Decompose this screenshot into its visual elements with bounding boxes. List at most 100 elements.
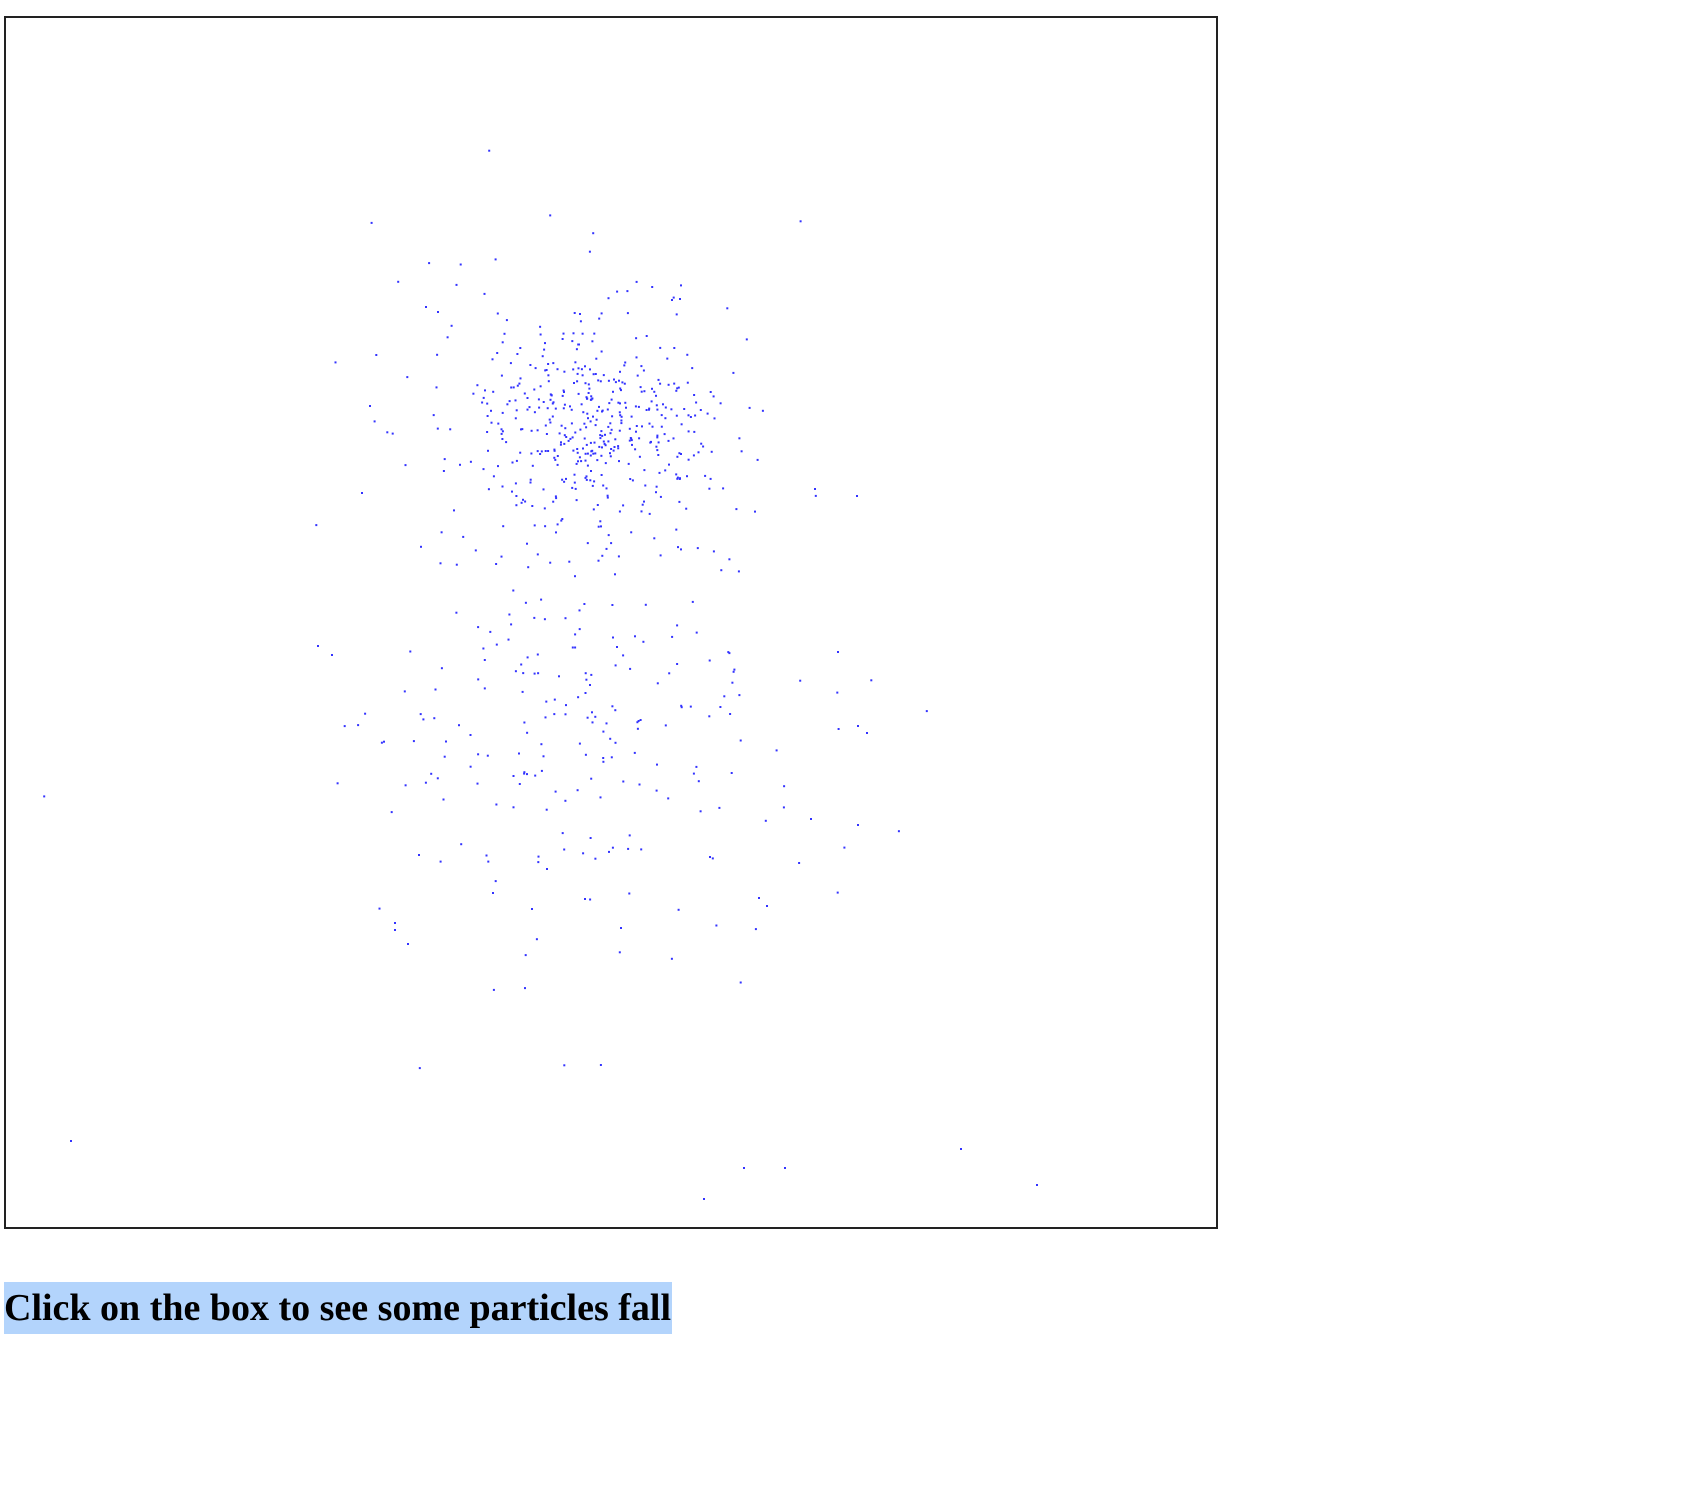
particle bbox=[856, 495, 858, 497]
particle bbox=[656, 449, 659, 452]
particle bbox=[343, 725, 346, 728]
particle bbox=[605, 547, 608, 550]
particle bbox=[576, 451, 579, 454]
particle bbox=[739, 739, 742, 742]
particle bbox=[656, 682, 659, 685]
particle bbox=[589, 454, 592, 457]
particle bbox=[609, 452, 611, 455]
particle bbox=[522, 498, 524, 501]
particle bbox=[453, 509, 455, 512]
particle bbox=[857, 725, 859, 727]
particle bbox=[622, 504, 625, 507]
particle bbox=[814, 494, 817, 497]
particle bbox=[629, 667, 632, 670]
particle bbox=[608, 850, 610, 853]
particle bbox=[505, 441, 508, 444]
particle bbox=[595, 357, 598, 360]
particle bbox=[619, 414, 622, 417]
particle bbox=[636, 721, 639, 724]
particle bbox=[628, 439, 631, 442]
particle bbox=[624, 361, 627, 364]
particle bbox=[459, 263, 462, 266]
particle bbox=[634, 635, 636, 638]
particle bbox=[509, 362, 512, 365]
particle bbox=[477, 678, 480, 681]
particle bbox=[668, 672, 671, 675]
particle bbox=[635, 425, 638, 427]
particle bbox=[727, 651, 730, 654]
particle bbox=[657, 378, 660, 381]
particle bbox=[542, 755, 545, 758]
particle bbox=[600, 474, 603, 476]
particle bbox=[523, 772, 526, 775]
particle bbox=[584, 672, 587, 675]
particle bbox=[624, 401, 627, 404]
particle bbox=[574, 633, 577, 636]
particle bbox=[599, 380, 602, 383]
particle bbox=[697, 780, 700, 783]
particle bbox=[685, 507, 688, 510]
particle bbox=[520, 663, 523, 666]
particle bbox=[676, 477, 679, 480]
particle bbox=[584, 365, 586, 368]
particle bbox=[560, 424, 563, 427]
particle bbox=[549, 421, 552, 424]
particle bbox=[578, 343, 580, 346]
particle bbox=[370, 221, 373, 224]
particle bbox=[663, 433, 666, 436]
particle bbox=[607, 425, 610, 428]
particle bbox=[565, 704, 567, 707]
particle bbox=[587, 392, 590, 394]
particle bbox=[614, 741, 617, 744]
particle bbox=[675, 528, 678, 531]
particle bbox=[436, 777, 439, 780]
particle bbox=[483, 659, 486, 661]
particle bbox=[574, 431, 577, 434]
particle bbox=[528, 406, 531, 409]
particle bbox=[607, 379, 610, 382]
particle bbox=[529, 364, 532, 366]
particle bbox=[565, 436, 568, 438]
particle bbox=[591, 340, 594, 343]
particle bbox=[440, 531, 443, 534]
particle bbox=[585, 678, 588, 681]
particle bbox=[315, 524, 318, 527]
particle bbox=[729, 713, 732, 715]
particle bbox=[599, 796, 602, 799]
particle bbox=[576, 789, 579, 792]
particle bbox=[712, 550, 715, 553]
particle bbox=[694, 414, 697, 417]
particle bbox=[556, 523, 559, 526]
particle bbox=[655, 491, 657, 494]
particle bbox=[540, 450, 543, 453]
particle bbox=[483, 292, 486, 295]
particle bbox=[602, 374, 605, 377]
particle bbox=[584, 692, 587, 694]
particle bbox=[563, 403, 566, 406]
particle bbox=[687, 414, 690, 417]
particle bbox=[510, 623, 513, 626]
particle bbox=[589, 441, 592, 444]
particle-box[interactable] bbox=[4, 16, 1218, 1229]
particle bbox=[538, 406, 541, 409]
particle bbox=[511, 490, 513, 493]
particle bbox=[611, 846, 614, 849]
particle bbox=[697, 451, 700, 454]
particle bbox=[533, 388, 536, 391]
particle bbox=[531, 464, 534, 467]
particle bbox=[677, 908, 680, 911]
particle bbox=[487, 449, 489, 452]
particle bbox=[737, 570, 740, 573]
particle bbox=[575, 499, 578, 502]
particle bbox=[649, 441, 652, 444]
particle bbox=[573, 481, 576, 484]
particle bbox=[545, 369, 548, 371]
particle bbox=[549, 561, 552, 564]
particle bbox=[637, 720, 640, 722]
particle bbox=[564, 713, 567, 716]
particle bbox=[568, 560, 571, 563]
particle bbox=[618, 951, 621, 954]
particle bbox=[482, 468, 485, 471]
particle bbox=[689, 705, 692, 708]
particle bbox=[520, 501, 523, 504]
